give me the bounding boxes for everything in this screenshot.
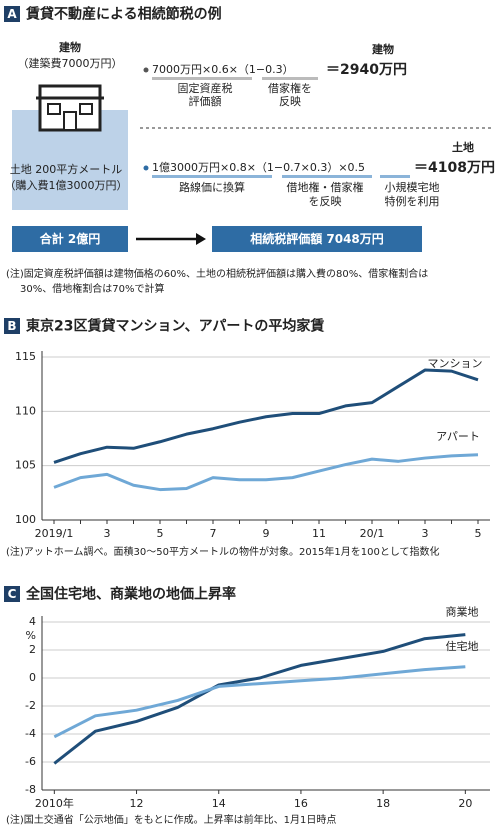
formula-note: 特例を利用: [385, 194, 440, 208]
series-label: 商業地: [446, 605, 479, 619]
x-tick-label: 2010年: [35, 796, 74, 810]
bullet: [143, 67, 149, 73]
formula-note: 借家権を: [268, 81, 312, 95]
formula-note: 借地権・借家権: [287, 180, 364, 194]
assessed-box: [212, 226, 422, 252]
y-tick-label: 4: [29, 615, 36, 628]
formula-note: 反映: [279, 95, 301, 108]
panel-title: 全国住宅地、商業地の地価上昇率: [25, 586, 236, 603]
series-label: アパート: [436, 430, 480, 443]
building-cost: （建築費7000万円）: [18, 56, 123, 70]
total-box: [12, 226, 128, 252]
y-tick-label: 0: [29, 671, 36, 684]
bullet: [143, 165, 149, 171]
x-tick-label: 2019/1: [35, 527, 74, 540]
result-label: 建物: [372, 42, 394, 56]
panel-badge: [4, 6, 20, 22]
series-label: 住宅地: [446, 639, 479, 653]
panel-title: 東京23区賃貸マンション、アパートの平均家賃: [26, 318, 324, 335]
underline: [152, 77, 252, 80]
x-tick-label: 3: [422, 527, 429, 540]
note: 30%、借地権割合は70%で計算: [20, 282, 164, 295]
panel-letter: B: [7, 319, 16, 333]
underline: [380, 175, 410, 178]
panel-badge: [4, 318, 20, 334]
y-tick-label: -2: [25, 699, 36, 712]
total: 合計 2億円: [40, 231, 101, 246]
x-tick-label: 9: [263, 527, 270, 540]
panel-badge: [4, 586, 20, 602]
formula-note: 固定資産税: [178, 81, 233, 95]
y-tick-label: 110: [15, 404, 36, 417]
house-icon: [36, 84, 104, 132]
note: (注)国土交通省「公示地価」をもとに作成。上昇率は前年比、1月1日時点: [6, 813, 336, 826]
panel-title: 賃貸不動産による相続節税の例: [25, 6, 222, 23]
y-tick-label: -6: [25, 755, 36, 768]
arrow-head: [196, 233, 206, 245]
land-label: 土地 200平方メートル: [10, 162, 123, 176]
x-tick-label: 18: [376, 797, 390, 810]
formula-note: 路線価に換算: [179, 180, 245, 194]
y-tick-label: 105: [15, 459, 36, 472]
y-tick-label: 115: [15, 350, 36, 363]
formula: 1億3000万円×0.8×（1−0.7×0.3）×0.5: [152, 161, 365, 174]
formula-result: ＝4108万円: [414, 160, 495, 176]
formula-note: を反映: [309, 195, 342, 208]
x-tick-label: 3: [104, 527, 111, 540]
land-cost: （購入費1億3000万円）: [5, 178, 128, 192]
underline: [152, 175, 272, 178]
formula-note: 小規模宅地: [385, 180, 440, 194]
x-tick-label: 5: [475, 527, 482, 540]
building-label: 建物: [59, 40, 81, 54]
note: (注)固定資産税評価額は建物価格の60%、土地の相続税評価額は購入費の80%、借…: [6, 267, 428, 280]
y-tick-label: -8: [25, 783, 36, 796]
y-tick-label: 2: [29, 643, 36, 656]
x-tick-label: 16: [294, 797, 308, 810]
y-tick-label: -4: [25, 727, 36, 740]
underline: [262, 77, 318, 80]
underline: [282, 175, 372, 178]
series-line: [53, 368, 479, 464]
note: (注)アットホーム調べ。面積30～50平方メートルの物件が対象。2015年1月を…: [6, 545, 440, 558]
formula-result: ＝2940万円: [326, 62, 407, 78]
y-unit: %: [26, 629, 36, 642]
x-tick-label: 14: [212, 797, 226, 810]
y-tick-label: 100: [15, 513, 36, 526]
x-tick-label: 11: [312, 527, 326, 540]
panel-letter: C: [8, 587, 17, 601]
x-tick-label: 12: [130, 797, 144, 810]
formula: 7000万円×0.6×（1−0.3）: [152, 63, 294, 76]
x-tick-label: 5: [157, 527, 164, 540]
x-tick-label: 20/1: [360, 527, 385, 540]
x-tick-label: 7: [210, 527, 217, 540]
series-label: マンション: [428, 357, 483, 370]
series-line: [53, 633, 466, 765]
series-line: [53, 665, 466, 739]
x-tick-label: 20: [458, 797, 472, 810]
panel-letter: A: [7, 7, 17, 21]
formula-note: 評価額: [189, 94, 222, 108]
assessed: 相続税評価額 7048万円: [250, 231, 384, 246]
series-line: [53, 453, 479, 492]
result-label: 土地: [452, 140, 474, 154]
